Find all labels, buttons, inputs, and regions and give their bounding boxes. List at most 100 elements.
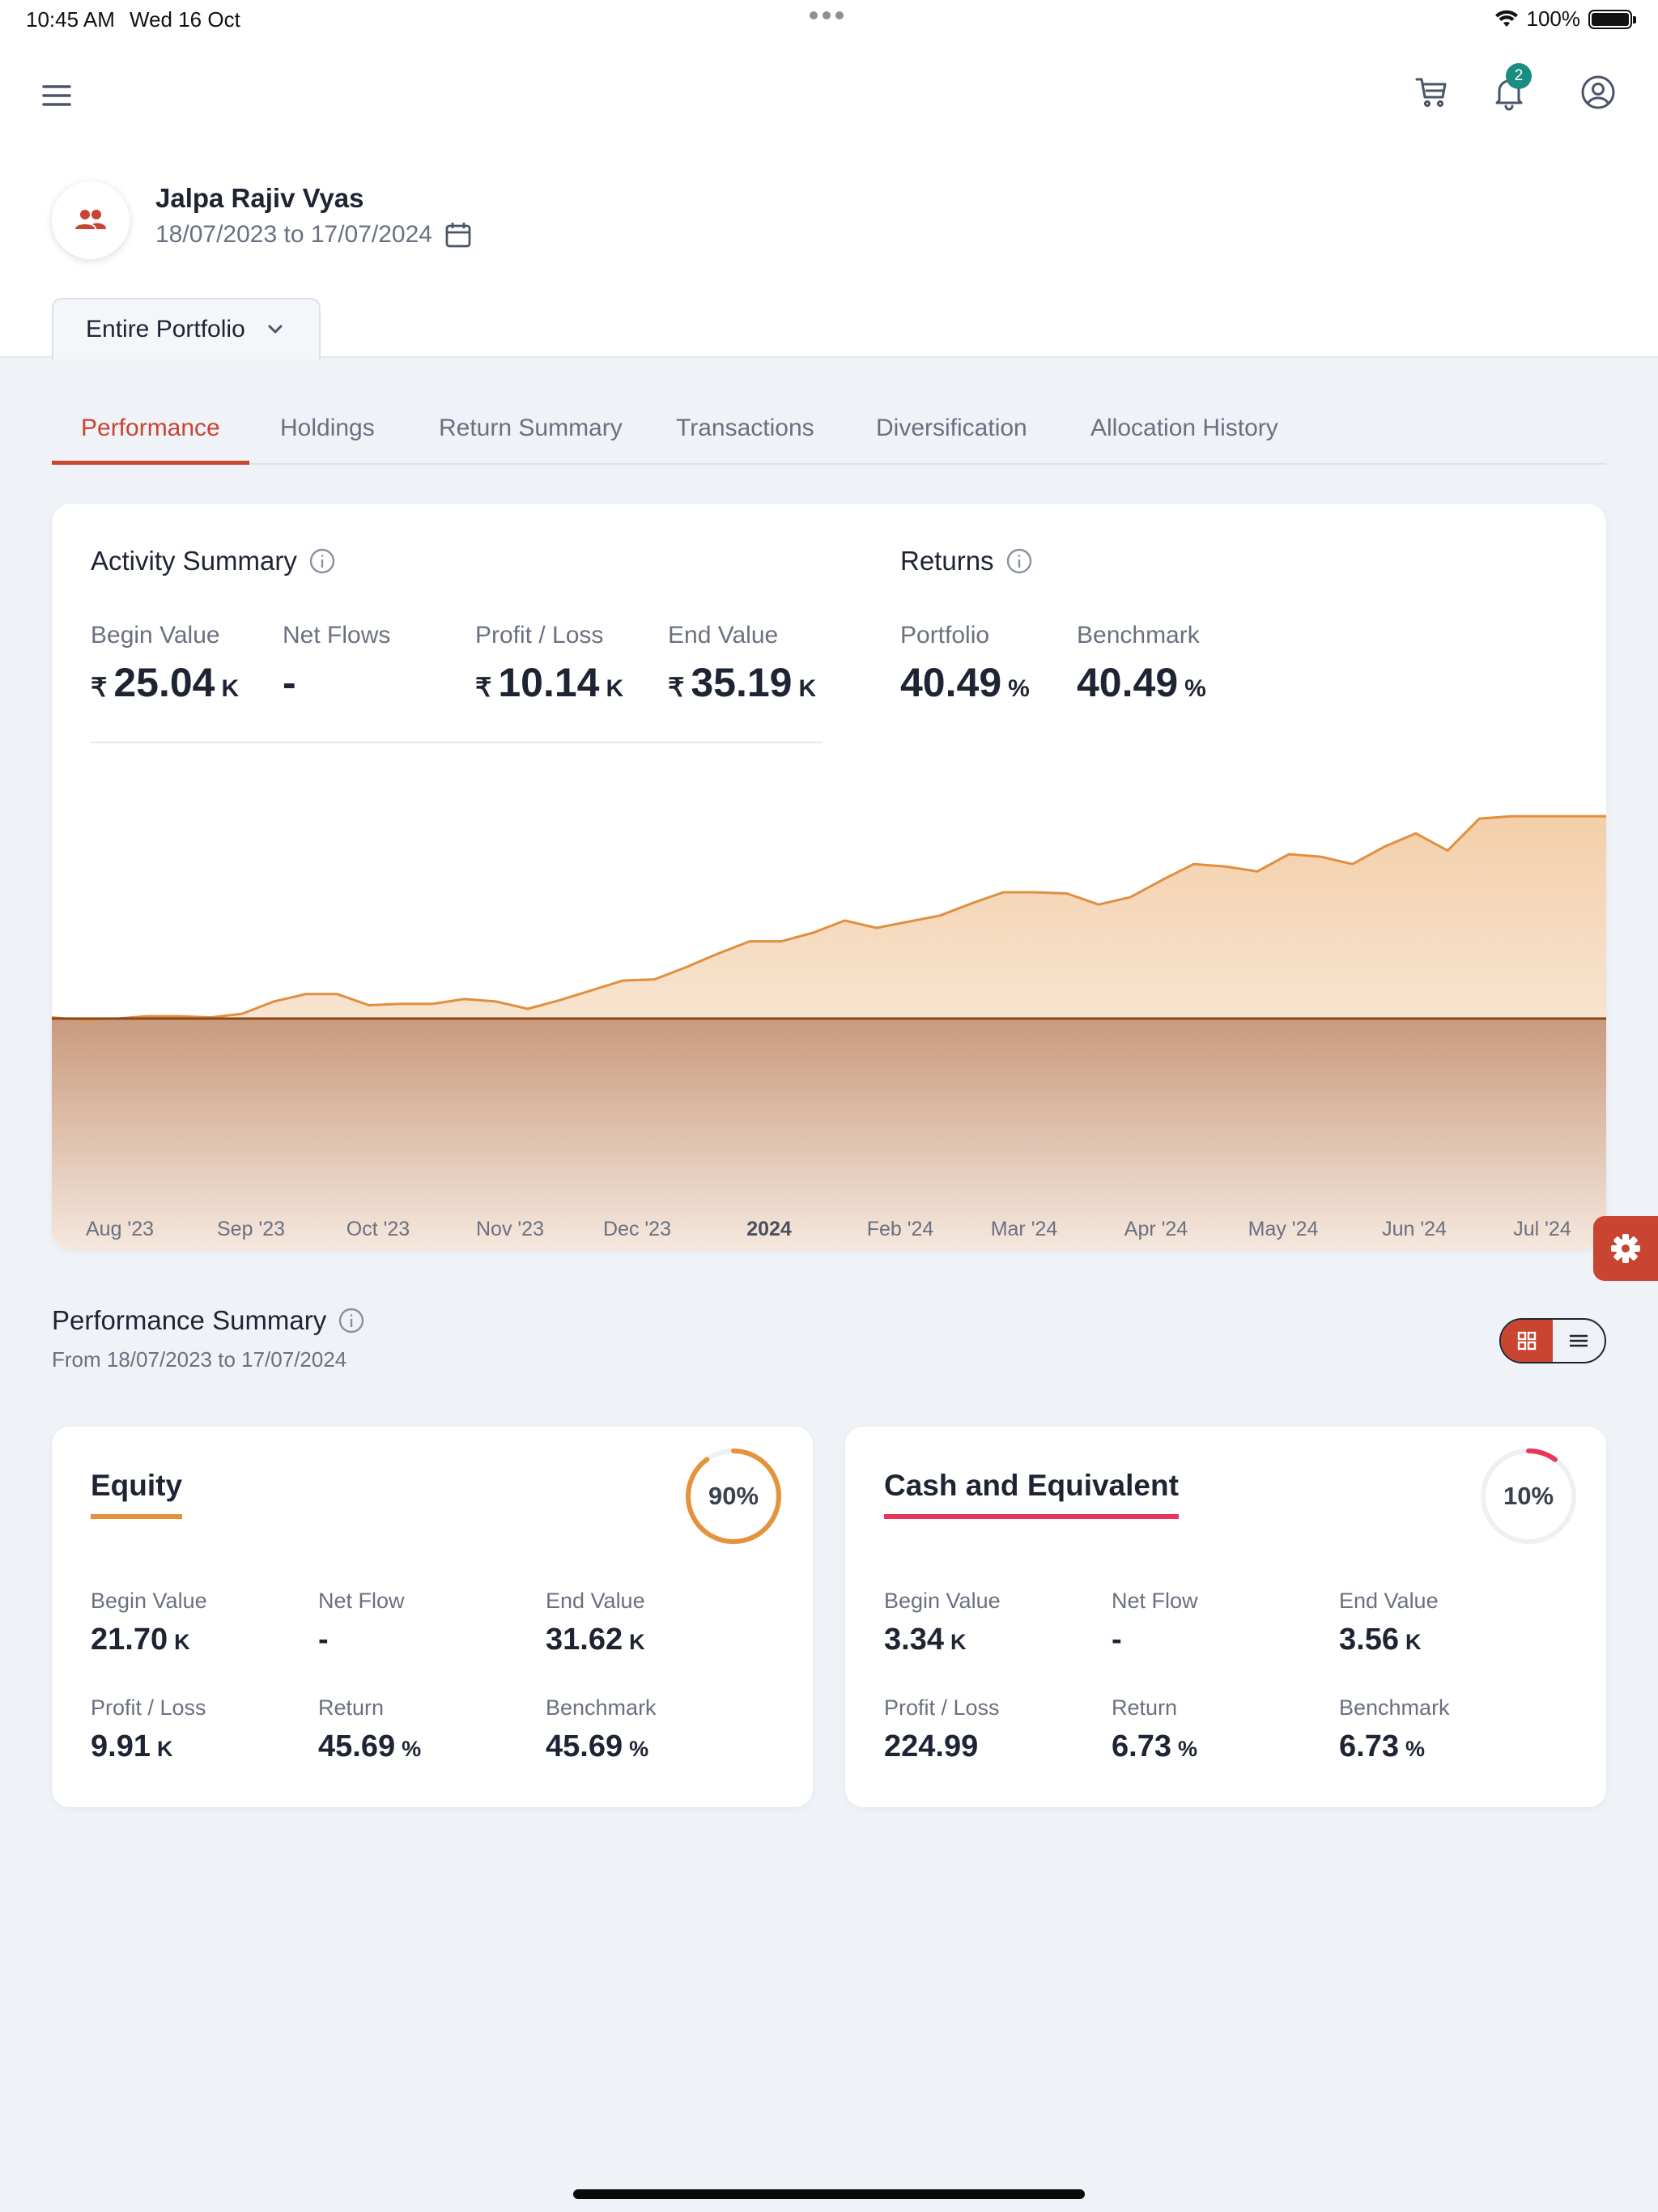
return-label: Return bbox=[318, 1695, 385, 1720]
portfolio-dropdown-label: Entire Portfolio bbox=[86, 316, 245, 342]
summary-divider bbox=[91, 742, 823, 743]
tab-return-summary[interactable]: Return Summary bbox=[439, 415, 623, 441]
client-avatar bbox=[52, 181, 130, 259]
profit-loss-value: ₹10.14 K bbox=[475, 660, 624, 705]
app-header: 2 Jalpa Rajiv Vyas 18/07/2023 to 17/07/2… bbox=[0, 39, 1658, 359]
profit-loss-label: Profit / Loss bbox=[91, 1695, 206, 1720]
info-icon[interactable] bbox=[308, 547, 336, 575]
end-value-label: End Value bbox=[546, 1589, 645, 1613]
info-icon[interactable] bbox=[1005, 547, 1033, 575]
x-tick-label: Oct '23 bbox=[346, 1218, 410, 1240]
return-label: Return bbox=[1112, 1695, 1178, 1720]
net-flow-label: Net Flow bbox=[318, 1589, 405, 1613]
profit-loss-value: 9.91 K bbox=[91, 1729, 173, 1763]
status-time: 10:45 AM bbox=[26, 7, 115, 32]
allocation-percent: 90% bbox=[708, 1482, 759, 1510]
begin-value: 3.34 K bbox=[884, 1623, 967, 1657]
begin-value: ₹25.04 K bbox=[91, 660, 240, 705]
status-bar: 10:45 AM Wed 16 Oct 100% bbox=[0, 0, 1658, 39]
benchmark-label: Benchmark bbox=[546, 1695, 657, 1720]
returns-title: Returns bbox=[900, 546, 1033, 576]
begin-value-label: Begin Value bbox=[884, 1589, 1001, 1613]
grid-view-button[interactable] bbox=[1501, 1320, 1553, 1362]
profit-loss-label: Profit / Loss bbox=[475, 622, 604, 649]
profit-loss-label: Profit / Loss bbox=[884, 1695, 1000, 1720]
begin-value-label: Begin Value bbox=[91, 1589, 207, 1613]
x-tick-label: Dec '23 bbox=[603, 1218, 671, 1240]
view-toggle bbox=[1499, 1318, 1606, 1363]
battery-icon bbox=[1588, 9, 1636, 29]
benchmark-return-value: 40.49% bbox=[1077, 660, 1206, 705]
x-tick-label: Feb '24 bbox=[866, 1218, 934, 1240]
portfolio-return-value: 40.49% bbox=[900, 660, 1030, 705]
portfolio-dropdown[interactable]: Entire Portfolio bbox=[52, 298, 321, 359]
begin-value-label: Begin Value bbox=[91, 622, 220, 649]
performance-summary-title: Performance Summary bbox=[52, 1305, 365, 1336]
asset-title: Cash and Equivalent bbox=[884, 1469, 1179, 1519]
net-flows-label: Net Flows bbox=[283, 622, 391, 649]
x-tick-label: Apr '24 bbox=[1124, 1218, 1188, 1240]
end-value: 31.62 K bbox=[546, 1623, 645, 1657]
return-value: 45.69% bbox=[318, 1729, 422, 1763]
section-tabs: Performance Holdings Return Summary Tran… bbox=[52, 405, 1606, 465]
allocation-ring: 90% bbox=[683, 1446, 784, 1546]
client-name: Jalpa Rajiv Vyas bbox=[155, 183, 364, 213]
benchmark-value: 6.73% bbox=[1339, 1729, 1425, 1763]
tab-holdings[interactable]: Holdings bbox=[280, 415, 375, 441]
notifications-button[interactable]: 2 bbox=[1488, 63, 1532, 113]
info-icon[interactable] bbox=[338, 1307, 365, 1334]
net-flow-value: - bbox=[1112, 1623, 1122, 1657]
settings-button[interactable] bbox=[1593, 1216, 1658, 1281]
net-flow-label: Net Flow bbox=[1112, 1589, 1198, 1613]
tab-transactions[interactable]: Transactions bbox=[676, 415, 814, 441]
benchmark-label: Benchmark bbox=[1339, 1695, 1450, 1720]
performance-chart[interactable] bbox=[52, 504, 1606, 1250]
x-tick-label: Nov '23 bbox=[476, 1218, 544, 1240]
x-tick-label: Jul '24 bbox=[1513, 1218, 1571, 1240]
begin-value: 21.70 K bbox=[91, 1623, 190, 1657]
home-indicator bbox=[573, 2189, 1085, 2199]
notification-badge: 2 bbox=[1506, 63, 1532, 89]
return-value: 6.73% bbox=[1112, 1729, 1197, 1763]
list-icon bbox=[1570, 1334, 1588, 1347]
returns-label: Returns bbox=[900, 546, 994, 576]
benchmark-value: 45.69% bbox=[546, 1729, 649, 1763]
calendar-icon[interactable] bbox=[444, 220, 473, 249]
date-range: 18/07/2023 to 17/07/2024 bbox=[155, 220, 473, 249]
end-value-label: End Value bbox=[1339, 1589, 1439, 1613]
net-flows-value: - bbox=[283, 660, 296, 705]
date-range-text: 18/07/2023 to 17/07/2024 bbox=[155, 221, 432, 248]
users-icon bbox=[75, 210, 106, 229]
end-value: ₹35.19 K bbox=[668, 660, 817, 705]
asset-card-cash[interactable]: Cash and Equivalent 10% Begin Value 3.34… bbox=[845, 1427, 1606, 1807]
status-date: Wed 16 Oct bbox=[130, 7, 240, 32]
list-view-button[interactable] bbox=[1553, 1320, 1605, 1362]
x-tick-label: 2024 bbox=[746, 1218, 792, 1240]
profit-loss-value: 224.99 bbox=[884, 1729, 979, 1763]
end-value: 3.56 K bbox=[1339, 1623, 1422, 1657]
account-icon[interactable] bbox=[1577, 71, 1619, 113]
portfolio-return-label: Portfolio bbox=[900, 622, 990, 649]
gear-icon bbox=[1611, 1234, 1640, 1263]
activity-summary-title: Activity Summary bbox=[91, 546, 336, 576]
multitasking-dots[interactable] bbox=[810, 11, 844, 19]
chart-series-line bbox=[52, 815, 1606, 1022]
chart-area-fill bbox=[52, 816, 1606, 1020]
tab-performance[interactable]: Performance bbox=[52, 405, 249, 465]
tab-allocation-history[interactable]: Allocation History bbox=[1090, 415, 1278, 441]
performance-card: Activity Summary Returns Begin Value ₹25… bbox=[52, 504, 1606, 1250]
net-flow-value: - bbox=[318, 1623, 329, 1657]
asset-card-equity[interactable]: Equity 90% Begin Value 21.70 K Net Flow -… bbox=[52, 1427, 813, 1807]
menu-icon[interactable] bbox=[39, 78, 74, 113]
allocation-percent: 10% bbox=[1503, 1482, 1554, 1510]
battery-percent: 100% bbox=[1526, 6, 1581, 31]
x-tick-label: Aug '23 bbox=[85, 1218, 155, 1240]
benchmark-return-label: Benchmark bbox=[1077, 622, 1200, 649]
chevron-down-icon bbox=[268, 325, 283, 334]
chart-below-baseline-area bbox=[52, 1019, 1606, 1250]
cart-icon[interactable] bbox=[1410, 71, 1452, 113]
x-tick-label: May '24 bbox=[1248, 1218, 1319, 1240]
tab-diversification[interactable]: Diversification bbox=[876, 415, 1027, 441]
activity-summary-label: Activity Summary bbox=[91, 546, 297, 576]
allocation-ring: 10% bbox=[1478, 1446, 1579, 1546]
